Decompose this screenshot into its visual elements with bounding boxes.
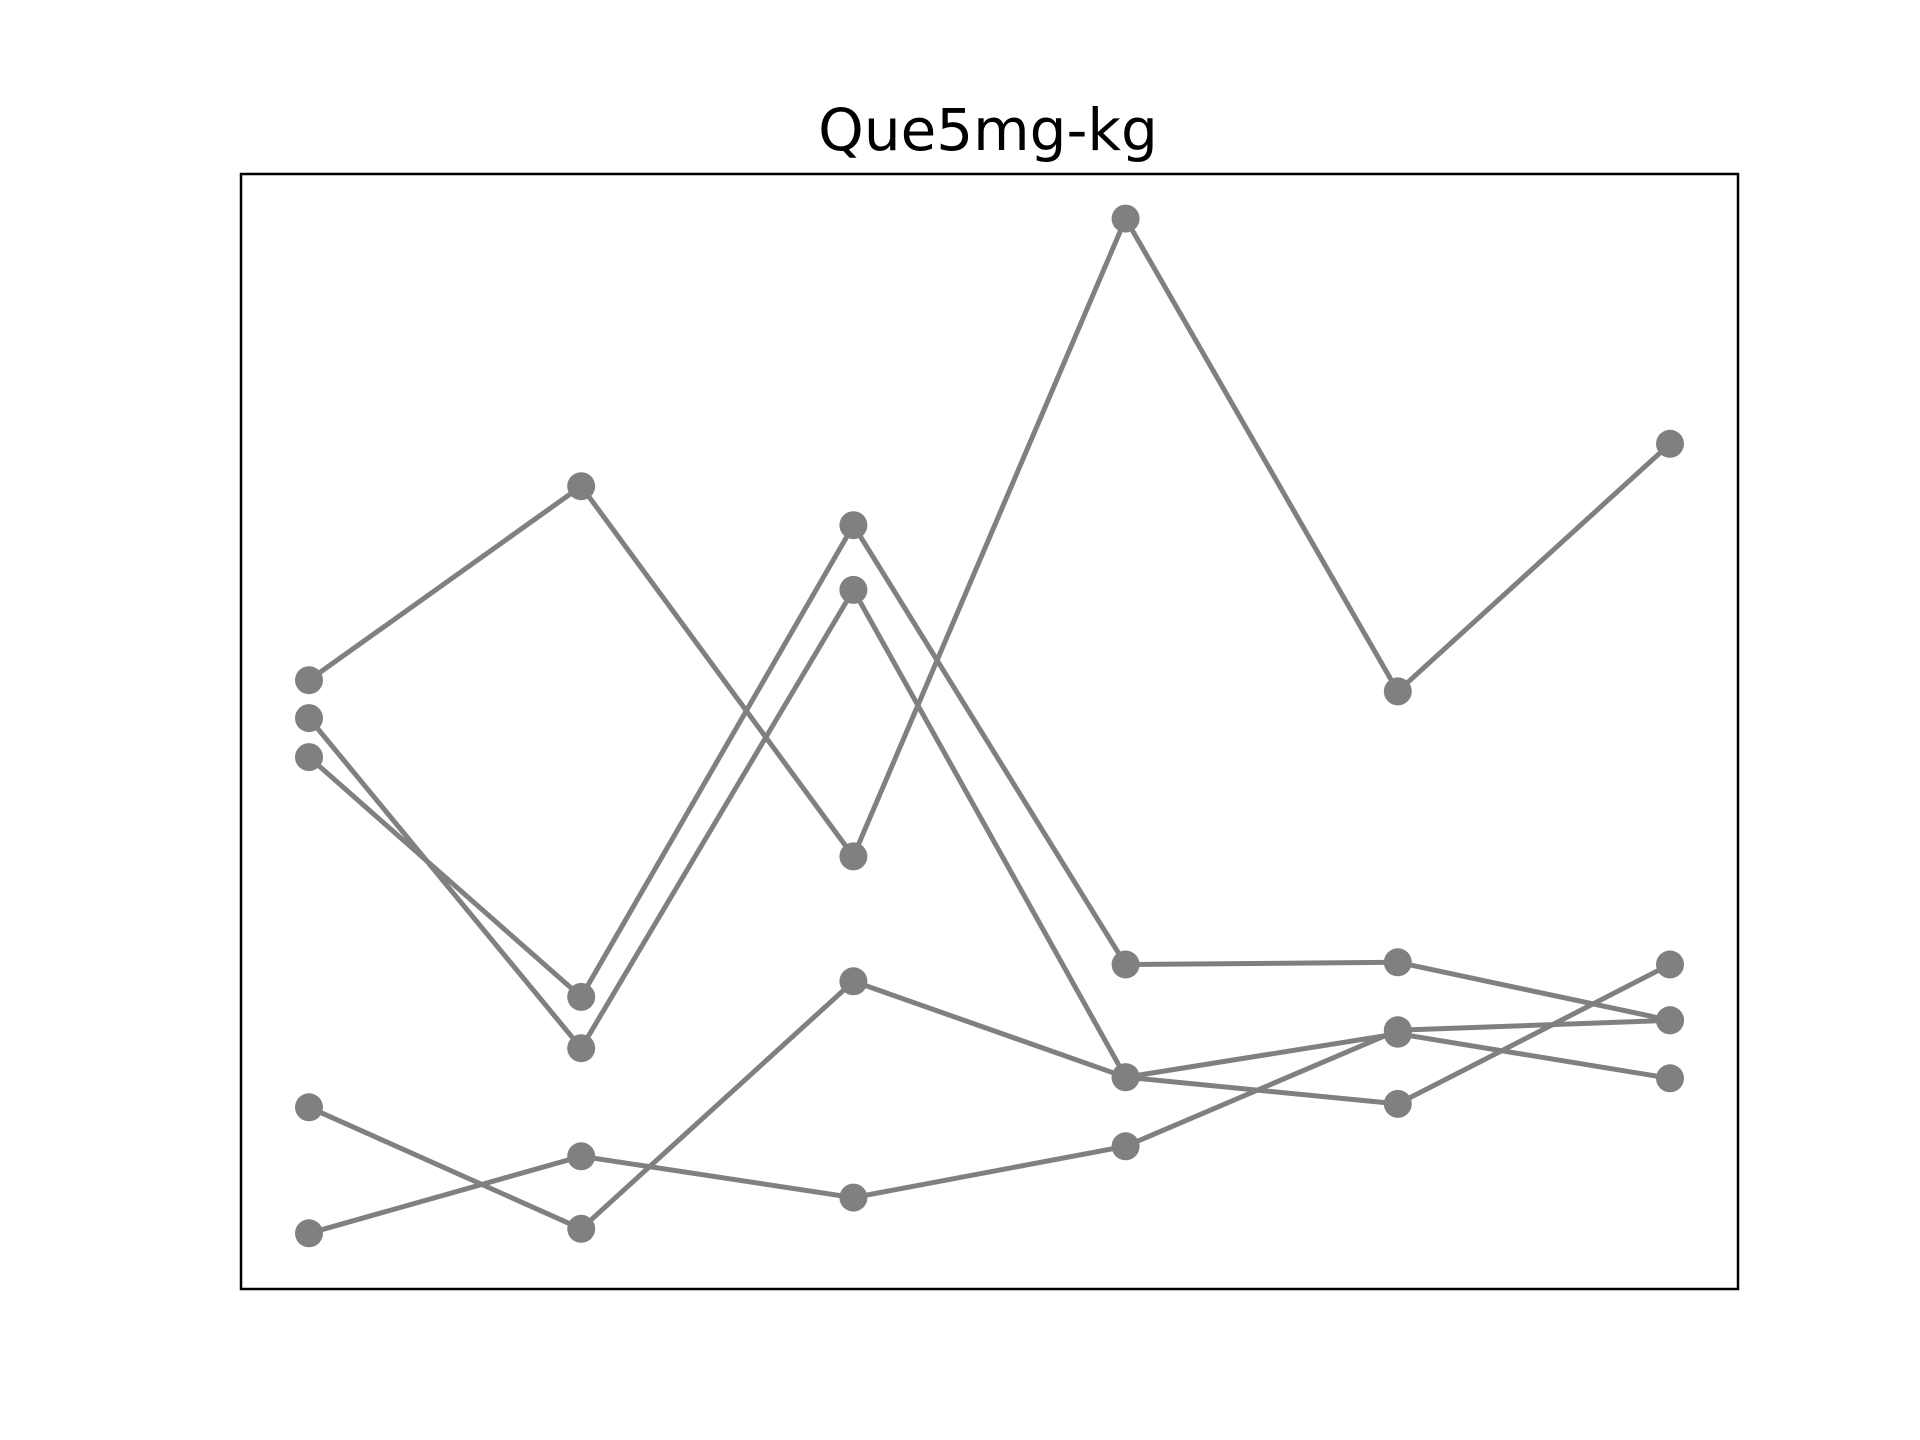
series-4-point-1 bbox=[295, 1093, 323, 1122]
series-3-point-2 bbox=[567, 1034, 596, 1063]
series-3 bbox=[295, 575, 1684, 1093]
series-1-point-4 bbox=[1111, 204, 1140, 233]
series-1-point-1 bbox=[295, 666, 323, 695]
chart-title: Que5mg-kg bbox=[818, 96, 1158, 164]
series-4-point-2 bbox=[567, 1214, 596, 1243]
series-1-point-6 bbox=[1656, 429, 1684, 458]
series-2-point-1 bbox=[295, 743, 323, 772]
series-5-point-3 bbox=[839, 1183, 868, 1212]
series-2-point-5 bbox=[1383, 948, 1412, 977]
series-5-point-5 bbox=[1383, 1016, 1412, 1045]
series-2-point-2 bbox=[567, 982, 596, 1011]
series-1-point-5 bbox=[1383, 677, 1412, 706]
series-1-point-2 bbox=[567, 472, 596, 501]
series-3-point-1 bbox=[295, 704, 323, 733]
series-5-point-6 bbox=[1656, 1006, 1684, 1035]
series-5-point-1 bbox=[295, 1219, 323, 1248]
series-layer bbox=[295, 204, 1684, 1248]
series-4-point-4 bbox=[1111, 1063, 1140, 1092]
series-4-point-5 bbox=[1383, 1089, 1412, 1118]
series-1-point-3 bbox=[839, 842, 868, 871]
plot-frame bbox=[239, 172, 1740, 1291]
series-5 bbox=[295, 1006, 1684, 1248]
series-1-line bbox=[307, 216, 1672, 859]
series-1 bbox=[295, 204, 1684, 871]
series-3-point-6 bbox=[1656, 1064, 1684, 1093]
series-3-point-3 bbox=[839, 575, 868, 604]
series-5-point-2 bbox=[567, 1142, 596, 1171]
series-4 bbox=[295, 950, 1684, 1243]
series-3-line bbox=[307, 587, 1671, 1081]
series-2-point-4 bbox=[1111, 950, 1140, 979]
series-5-line bbox=[308, 1017, 1671, 1236]
series-2-line bbox=[307, 522, 1671, 1023]
series-4-point-6 bbox=[1656, 950, 1684, 979]
series-5-point-4 bbox=[1111, 1132, 1140, 1161]
series-4-point-3 bbox=[839, 967, 868, 996]
series-4-line bbox=[307, 962, 1672, 1232]
series-2-point-3 bbox=[839, 511, 868, 540]
